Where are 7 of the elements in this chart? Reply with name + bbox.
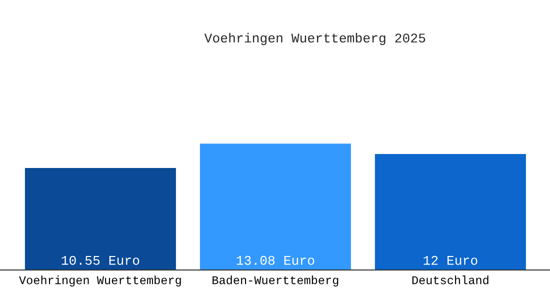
data-label: 10.55 Euro — [62, 256, 140, 265]
data-label: 12 Euro — [424, 256, 478, 265]
x-tick-label: Voehringen Wuerttemberg — [19, 276, 181, 287]
x-tick-label: Deutschland — [412, 276, 488, 284]
x-tick-label: Baden-Wuerttemberg — [212, 276, 338, 287]
chart-title: Voehringen Wuerttemberg 2025 — [204, 32, 426, 46]
data-label: 13.08 Euro — [236, 256, 314, 265]
